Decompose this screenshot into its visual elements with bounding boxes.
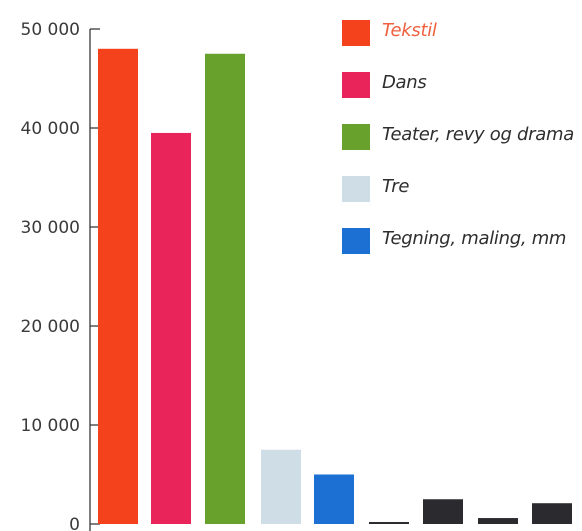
bar-4 — [261, 449, 301, 524]
bar-7 — [423, 499, 463, 524]
legend-swatch — [342, 72, 370, 98]
y-tick-label: 40 000 — [21, 119, 80, 139]
legend: Tekstil Dans Teater, revy og drama Tre T… — [342, 14, 582, 274]
legend-item-tegning: Tegning, maling, mm — [342, 222, 582, 274]
y-axis: 0 10 000 20 000 30 000 40 000 50 000 — [21, 20, 100, 531]
legend-swatch — [342, 20, 370, 46]
legend-item-dans: Dans — [342, 66, 582, 118]
legend-label: Tre — [382, 176, 410, 197]
bar-2 — [151, 132, 191, 524]
legend-label: Tekstil — [382, 20, 437, 41]
legend-label: Dans — [382, 72, 427, 93]
bars-group — [98, 48, 572, 525]
y-tick-label: 30 000 — [21, 218, 80, 238]
bar-1 — [98, 48, 138, 525]
legend-label: Tegning, maling, mm — [382, 228, 567, 249]
legend-label: Teater, revy og drama — [382, 124, 574, 145]
legend-swatch — [342, 228, 370, 254]
legend-item-tre: Tre — [342, 170, 582, 222]
bar-8 — [478, 518, 518, 524]
legend-item-tekstil: Tekstil — [342, 14, 582, 66]
bar-9 — [532, 503, 572, 524]
legend-swatch — [342, 176, 370, 202]
y-tick-label: 20 000 — [21, 317, 80, 337]
bar-6 — [369, 522, 409, 524]
bar-5 — [314, 474, 354, 524]
legend-item-teater: Teater, revy og drama — [342, 118, 582, 170]
y-tick-label: 50 000 — [21, 20, 80, 40]
y-tick-label: 10 000 — [21, 416, 80, 436]
bar-3 — [205, 53, 245, 524]
y-tick-label: 0 — [69, 515, 80, 531]
legend-swatch — [342, 124, 370, 150]
